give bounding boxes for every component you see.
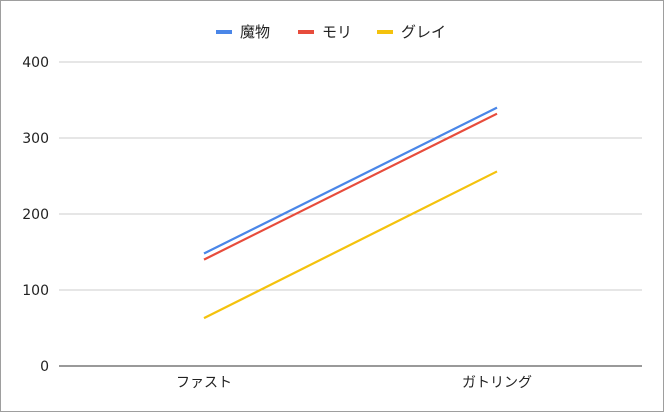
legend: 魔物 モリ グレイ: [216, 23, 446, 41]
y-tick-label: 100: [22, 283, 49, 299]
series-line-0: [203, 106, 498, 255]
series-line-2: [203, 170, 498, 320]
series-lines: [203, 106, 498, 320]
x-tick-label: ファスト: [176, 375, 232, 391]
legend-label: モリ: [322, 23, 352, 41]
y-tick-label: 200: [22, 207, 49, 223]
gridlines: [59, 61, 642, 291]
series-line-1: [203, 112, 498, 261]
legend-label: グレイ: [401, 23, 446, 41]
legend-label: 魔物: [240, 23, 270, 41]
x-axis-ticks: ファスト ガトリング: [176, 375, 532, 391]
y-tick-label: 400: [22, 55, 49, 71]
y-tick-label: 0: [40, 359, 49, 375]
y-tick-label: 300: [22, 131, 49, 147]
x-tick-label: ガトリング: [462, 375, 532, 391]
y-axis-ticks: 0 100 200 300 400: [22, 55, 49, 375]
